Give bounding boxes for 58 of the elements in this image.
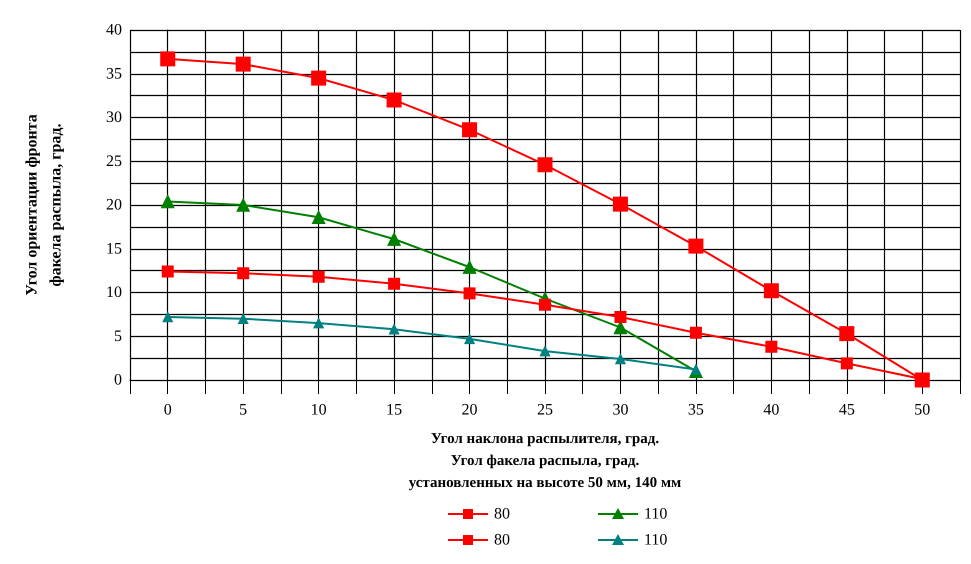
point	[388, 278, 400, 290]
x-tick-label: 0	[164, 402, 172, 418]
point	[160, 51, 176, 66]
point	[312, 270, 325, 283]
y-tick-label: 15	[106, 240, 122, 258]
x-tick-label: 50	[914, 402, 930, 418]
point	[539, 298, 551, 311]
point	[238, 314, 248, 324]
point	[386, 92, 402, 108]
x-tick-label: 20	[462, 402, 478, 418]
legend-label: 80	[494, 532, 510, 548]
point	[840, 357, 853, 370]
legend-label: 110	[644, 532, 668, 548]
x-tick-label: 40	[763, 402, 780, 418]
point	[540, 346, 550, 356]
y-axis-title: Угол ориентации фронта факела распыла, град.	[24, 114, 64, 296]
point	[688, 238, 704, 254]
point	[160, 194, 174, 208]
y-tick-label: 20	[106, 196, 122, 214]
y-tick-label: 30	[106, 109, 122, 126]
point	[313, 318, 324, 328]
x-tick-label: 35	[688, 402, 704, 418]
point	[839, 326, 854, 342]
x-tick-label: 10	[310, 402, 327, 418]
y-tick-label: 0	[114, 372, 122, 388]
point	[462, 122, 478, 138]
legend-label: 80	[494, 506, 510, 522]
point	[162, 266, 174, 278]
x-tick-label: 45	[838, 402, 855, 418]
y-tick-label: 25	[106, 152, 122, 170]
x-axis-title: Угол наклона распылителя, град. Угол факела распыла, град. установленных на высоте 50 мм, 140 мм	[408, 431, 682, 491]
point	[615, 354, 626, 364]
point	[236, 56, 251, 72]
x-tick-label: 15	[386, 402, 402, 418]
point	[162, 312, 173, 322]
point	[311, 70, 326, 86]
point	[388, 324, 400, 334]
y-tick-label: 35	[106, 65, 122, 82]
point	[690, 326, 702, 339]
point	[236, 198, 250, 212]
legend-label: 110	[644, 506, 668, 522]
point	[462, 260, 476, 274]
point	[237, 267, 250, 280]
point	[538, 157, 552, 172]
point	[764, 283, 779, 298]
point	[765, 340, 778, 353]
y-tick-label: 40	[106, 22, 122, 38]
x-tick-label: 30	[612, 402, 628, 418]
y-tick-label: 10	[106, 284, 122, 301]
point	[464, 334, 475, 344]
x-tick-label: 25	[537, 402, 553, 418]
point	[614, 311, 626, 323]
point	[464, 287, 476, 300]
x-tick-label: 5	[239, 402, 248, 418]
y-tick-label: 5	[114, 328, 122, 345]
point	[612, 196, 628, 212]
point	[387, 232, 401, 246]
point	[312, 210, 326, 224]
